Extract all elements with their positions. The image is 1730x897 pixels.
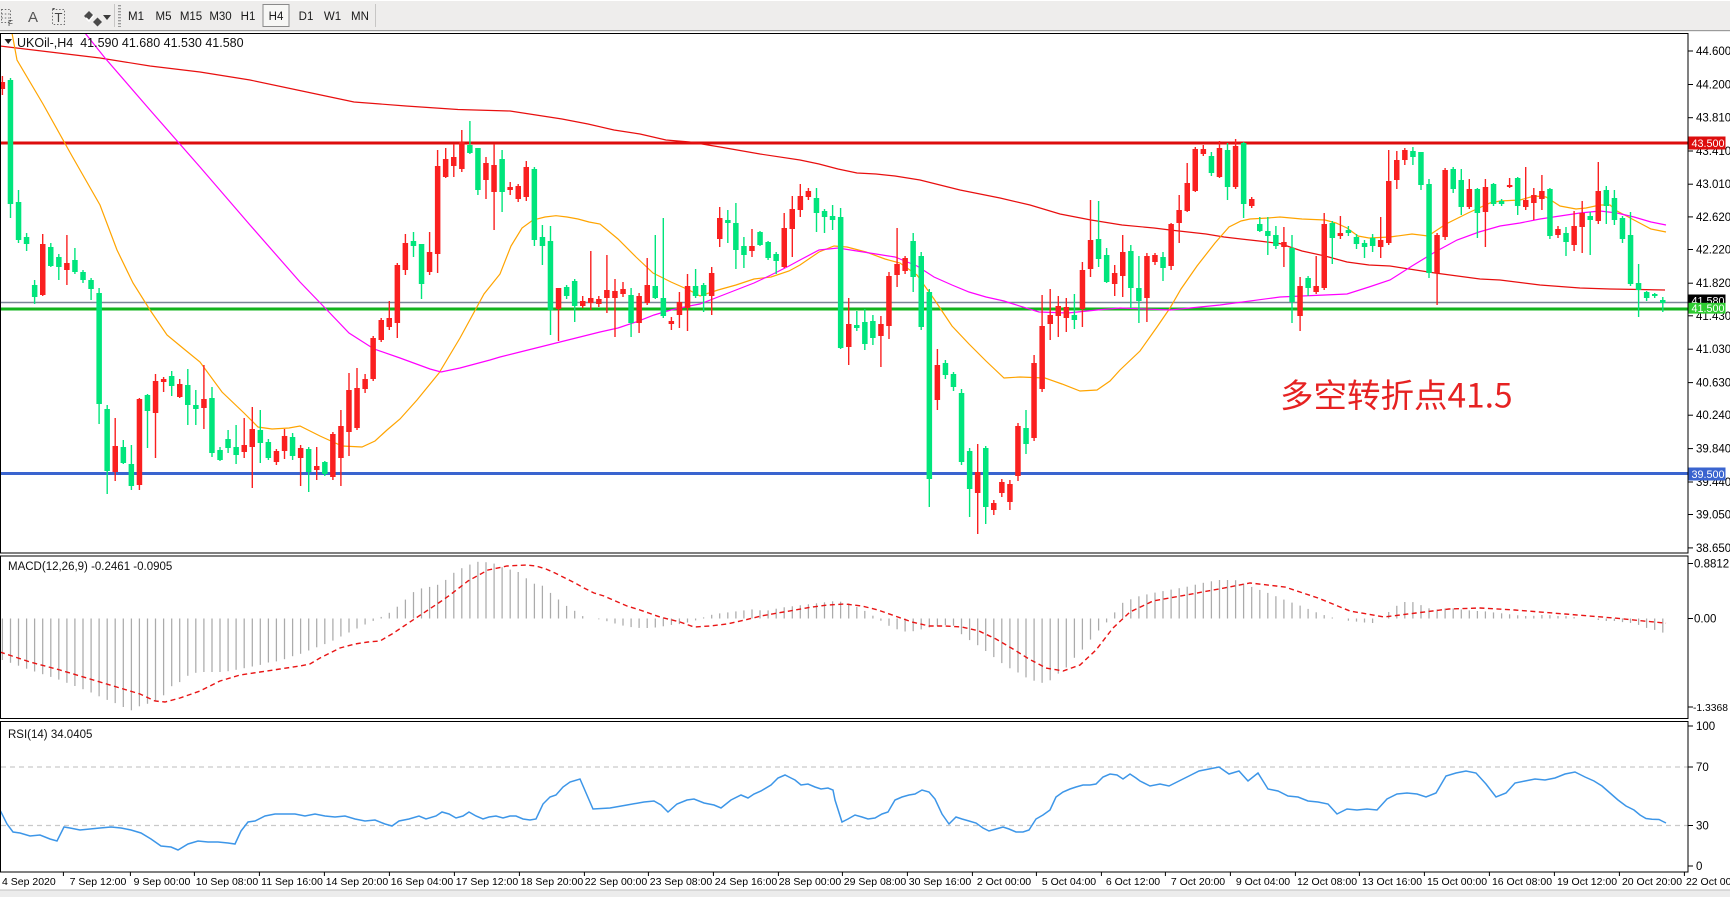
svg-text:29 Sep 08:00: 29 Sep 08:00: [844, 876, 907, 888]
svg-text:11 Sep 16:00: 11 Sep 16:00: [261, 876, 323, 888]
svg-text:16 Sep 04:00: 16 Sep 04:00: [391, 876, 454, 888]
svg-text:19 Oct 12:00: 19 Oct 12:00: [1557, 876, 1617, 888]
svg-text:M5: M5: [156, 11, 172, 23]
svg-text:14 Sep 20:00: 14 Sep 20:00: [326, 876, 389, 888]
svg-text:39.500: 39.500: [1692, 469, 1725, 481]
svg-text:7 Oct 20:00: 7 Oct 20:00: [1171, 876, 1225, 888]
svg-text:4 Sep 2020: 4 Sep 2020: [2, 876, 56, 888]
svg-text:44.600: 44.600: [1696, 46, 1730, 58]
svg-text:W1: W1: [324, 11, 341, 23]
svg-text:0.8812: 0.8812: [1694, 559, 1729, 571]
svg-text:M30: M30: [209, 11, 231, 23]
svg-text:H1: H1: [241, 11, 256, 23]
svg-text:7 Sep 12:00: 7 Sep 12:00: [70, 876, 127, 888]
svg-text:0.00: 0.00: [1694, 614, 1716, 626]
svg-text:24 Sep 16:00: 24 Sep 16:00: [715, 876, 778, 888]
svg-text:42.620: 42.620: [1696, 212, 1730, 224]
svg-text:13 Oct 16:00: 13 Oct 16:00: [1362, 876, 1422, 888]
svg-text:41.430: 41.430: [1696, 311, 1730, 323]
svg-text:M15: M15: [180, 11, 202, 23]
svg-text:41.030: 41.030: [1696, 344, 1730, 356]
svg-text:22 Sep 00:00: 22 Sep 00:00: [585, 876, 648, 888]
svg-text:16 Oct 08:00: 16 Oct 08:00: [1492, 876, 1552, 888]
svg-text:H4: H4: [269, 11, 284, 23]
svg-text:41.500: 41.500: [1692, 303, 1725, 315]
svg-text:15 Oct 00:00: 15 Oct 00:00: [1427, 876, 1487, 888]
svg-text:23 Sep 08:00: 23 Sep 08:00: [650, 876, 713, 888]
svg-text:30 Sep 16:00: 30 Sep 16:00: [909, 876, 972, 888]
svg-text:0: 0: [1696, 861, 1702, 873]
svg-text:RSI(14) 34.0405: RSI(14) 34.0405: [8, 729, 92, 741]
svg-text:D1: D1: [299, 11, 314, 23]
svg-text:MACD(12,26,9) -0.2461 -0.0905: MACD(12,26,9) -0.2461 -0.0905: [8, 561, 172, 573]
svg-text:30: 30: [1696, 821, 1709, 833]
svg-text:5 Oct 04:00: 5 Oct 04:00: [1042, 876, 1096, 888]
svg-text:38.650: 38.650: [1696, 543, 1730, 555]
svg-text:40.240: 40.240: [1696, 410, 1730, 422]
svg-text:6 Oct 12:00: 6 Oct 12:00: [1106, 876, 1160, 888]
svg-text:2 Oct 00:00: 2 Oct 00:00: [977, 876, 1031, 888]
svg-text:40.630: 40.630: [1696, 378, 1730, 390]
svg-text:100: 100: [1696, 721, 1715, 733]
svg-text:39.050: 39.050: [1696, 510, 1730, 522]
svg-text:43.500: 43.500: [1692, 138, 1725, 150]
svg-text:T: T: [55, 10, 63, 25]
svg-text:42.220: 42.220: [1696, 245, 1730, 257]
svg-text:70: 70: [1696, 762, 1709, 774]
svg-text:9 Oct 04:00: 9 Oct 04:00: [1236, 876, 1290, 888]
svg-text:43.810: 43.810: [1696, 113, 1730, 125]
svg-text:UKOil-,H4 41.590 41.680 41.53: UKOil-,H4 41.590 41.680 41.530 41.580: [17, 36, 244, 50]
svg-text:12 Oct 08:00: 12 Oct 08:00: [1297, 876, 1357, 888]
svg-text:-1.3368: -1.3368: [1693, 703, 1728, 714]
svg-text:44.200: 44.200: [1696, 80, 1730, 92]
svg-text:10 Sep 08:00: 10 Sep 08:00: [196, 876, 259, 888]
svg-text:18 Sep 20:00: 18 Sep 20:00: [521, 876, 584, 888]
svg-text:41.820: 41.820: [1696, 278, 1730, 290]
svg-text:28 Sep 00:00: 28 Sep 00:00: [779, 876, 842, 888]
svg-text:20 Oct 20:00: 20 Oct 20:00: [1622, 876, 1682, 888]
svg-text:A: A: [28, 9, 38, 26]
svg-text:F: F: [8, 19, 13, 28]
svg-text:MN: MN: [351, 11, 369, 23]
svg-text:M1: M1: [128, 11, 144, 23]
svg-text:17 Sep 12:00: 17 Sep 12:00: [456, 876, 519, 888]
svg-text:22 Oct 00:00: 22 Oct 00:00: [1686, 876, 1730, 888]
svg-text:9 Sep 00:00: 9 Sep 00:00: [134, 876, 191, 888]
svg-text:43.010: 43.010: [1696, 179, 1730, 191]
svg-text:39.840: 39.840: [1696, 444, 1730, 456]
